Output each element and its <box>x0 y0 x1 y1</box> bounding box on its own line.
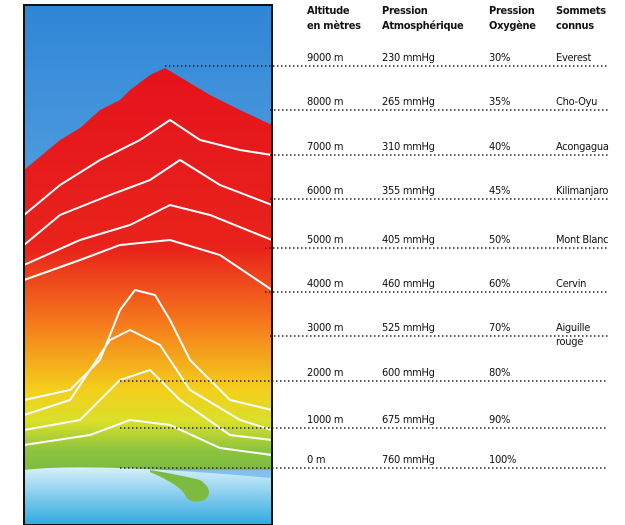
header-cell: Altitude <box>307 4 377 18</box>
header-cell: Pression <box>382 4 482 18</box>
oxygen: 80% <box>489 366 549 380</box>
pressure: 760 mmHg <box>382 453 482 467</box>
header-cell: Atmosphérique <box>382 19 482 33</box>
altitude: 7000 m <box>307 140 377 154</box>
altitude: 9000 m <box>307 51 377 65</box>
header-cell: Sommets <box>556 4 618 18</box>
oxygen: 30% <box>489 51 549 65</box>
pressure: 230 mmHg <box>382 51 482 65</box>
pressure: 265 mmHg <box>382 95 482 109</box>
oxygen: 70% <box>489 321 549 335</box>
pressure: 355 mmHg <box>382 184 482 198</box>
header-cell: connus <box>556 19 618 33</box>
page: Altitudeen mètresPressionAtmosphériquePr… <box>0 0 625 525</box>
altitude: 3000 m <box>307 321 377 335</box>
pressure: 675 mmHg <box>382 413 482 427</box>
water <box>24 467 272 525</box>
oxygen: 35% <box>489 95 549 109</box>
pressure: 405 mmHg <box>382 233 482 247</box>
altitude: 2000 m <box>307 366 377 380</box>
header-cell: Oxygène <box>489 19 549 33</box>
altitude: 4000 m <box>307 277 377 291</box>
oxygen: 60% <box>489 277 549 291</box>
peak: Aiguille rouge <box>556 321 618 349</box>
altitude: 5000 m <box>307 233 377 247</box>
peak: Kilimanjaro <box>556 184 618 198</box>
peak: Cho-Oyu <box>556 95 618 109</box>
altitude: 0 m <box>307 453 377 467</box>
pressure: 460 mmHg <box>382 277 482 291</box>
altitude: 6000 m <box>307 184 377 198</box>
oxygen: 40% <box>489 140 549 154</box>
peak: Acongagua <box>556 140 618 154</box>
peak: Cervin <box>556 277 618 291</box>
oxygen: 50% <box>489 233 549 247</box>
header-cell: en mètres <box>307 19 377 33</box>
pressure: 600 mmHg <box>382 366 482 380</box>
oxygen: 100% <box>489 453 549 467</box>
oxygen: 45% <box>489 184 549 198</box>
peak: Mont Blanc <box>556 233 618 247</box>
oxygen: 90% <box>489 413 549 427</box>
header-cell: Pression <box>489 4 549 18</box>
pressure: 525 mmHg <box>382 321 482 335</box>
illustration <box>0 0 625 525</box>
altitude: 1000 m <box>307 413 377 427</box>
peak: Everest <box>556 51 618 65</box>
pressure: 310 mmHg <box>382 140 482 154</box>
altitude: 8000 m <box>307 95 377 109</box>
